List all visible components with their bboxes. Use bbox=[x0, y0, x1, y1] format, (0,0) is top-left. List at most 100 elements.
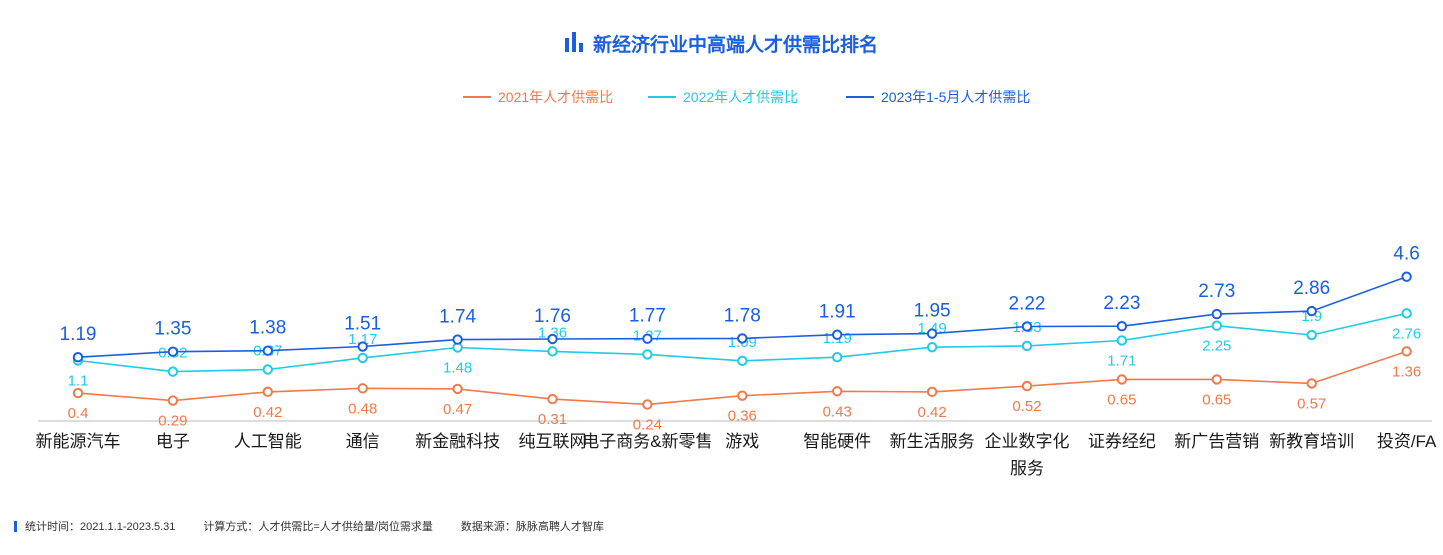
data-label: 1.74 bbox=[439, 307, 476, 328]
data-point bbox=[452, 334, 463, 345]
data-label: 0.47 bbox=[443, 401, 472, 418]
data-label: 2.25 bbox=[1202, 338, 1231, 355]
data-label: 1.36 bbox=[538, 324, 567, 341]
category-label: 新能源汽车 bbox=[36, 432, 121, 451]
data-label: 1.76 bbox=[534, 306, 571, 327]
category-label: 电子 bbox=[156, 432, 190, 451]
data-label: 1.91 bbox=[819, 302, 856, 323]
data-point bbox=[1401, 346, 1412, 357]
category-label: 纯互联网 bbox=[519, 432, 587, 451]
data-point bbox=[167, 346, 179, 357]
footer-marker bbox=[14, 520, 17, 532]
data-point bbox=[1211, 320, 1223, 331]
data-point bbox=[262, 386, 273, 398]
legend-label: 2023年1-5月人才供需比 bbox=[881, 89, 1030, 105]
data-label: 0.48 bbox=[348, 400, 377, 417]
category-label: 证券经纪 bbox=[1088, 432, 1156, 451]
category-label: 智能硬件 bbox=[803, 432, 871, 451]
data-point bbox=[642, 399, 653, 410]
data-label: 0.31 bbox=[538, 411, 567, 428]
data-label: 0.29 bbox=[158, 413, 187, 430]
category-label: 新金融科技 bbox=[415, 432, 500, 451]
legend-item: 2023年1-5月人才供需比 bbox=[846, 89, 1030, 105]
data-label: 1.78 bbox=[724, 305, 761, 326]
category-label: 电子商务&新零售 bbox=[582, 432, 712, 451]
data-label: 2.73 bbox=[1198, 281, 1235, 302]
data-label: 2.22 bbox=[1009, 293, 1046, 314]
data-point bbox=[1401, 271, 1412, 282]
chart-title: 新经济行业中高端人才供需比排名 bbox=[593, 33, 878, 56]
data-label: 2.76 bbox=[1392, 325, 1421, 342]
data-point bbox=[547, 393, 558, 405]
data-label: 1.9 bbox=[1301, 308, 1322, 325]
data-point bbox=[357, 341, 368, 352]
chart-title-group: 新经济行业中高端人才供需比排名 bbox=[565, 32, 878, 56]
data-point bbox=[737, 390, 748, 401]
data-point bbox=[262, 345, 273, 356]
legend-label: 2021年人才供需比 bbox=[498, 89, 613, 105]
data-label: 0.4 bbox=[68, 405, 89, 422]
data-label: 1.38 bbox=[249, 318, 286, 339]
legend-item: 2022年人才供需比 bbox=[648, 89, 798, 105]
data-point bbox=[832, 386, 843, 397]
data-point bbox=[642, 333, 653, 344]
data-label: 1.71 bbox=[1107, 352, 1136, 369]
data-label: 0.52 bbox=[1012, 398, 1041, 415]
category-label: 新广告营销 bbox=[1174, 432, 1259, 451]
category-label: 人工智能 bbox=[234, 432, 302, 451]
data-label: 0.42 bbox=[253, 404, 282, 421]
data-label: 1.19 bbox=[60, 324, 97, 345]
data-point bbox=[832, 329, 843, 340]
data-point bbox=[926, 328, 938, 339]
data-label: 1.51 bbox=[344, 314, 381, 335]
data-point bbox=[1306, 305, 1317, 317]
category-label: 新生活服务 bbox=[890, 432, 975, 451]
data-point bbox=[737, 333, 748, 344]
data-point bbox=[1021, 340, 1033, 352]
data-point bbox=[547, 333, 558, 345]
data-point bbox=[357, 352, 368, 364]
line-chart: 新经济行业中高端人才供需比排名 2021年人才供需比 2022年人才供需比 2023… bbox=[36, 32, 1438, 478]
data-point bbox=[1116, 335, 1128, 346]
data-point bbox=[737, 355, 748, 367]
data-point bbox=[1116, 374, 1128, 385]
footer-source: 数据来源：脉脉高聘人才智库 bbox=[460, 521, 604, 533]
data-point bbox=[1401, 308, 1412, 319]
data-point bbox=[72, 352, 84, 363]
data-label: 4.6 bbox=[1393, 244, 1419, 265]
legend: 2021年人才供需比 2022年人才供需比 2023年1-5月人才供需比 bbox=[463, 89, 1030, 105]
footer-period: 统计时间：2021.1.1-2023.5.31 bbox=[25, 521, 176, 533]
footer-method: 计算方式：人才供需比=人才供给量/岗位需求量 bbox=[203, 521, 433, 533]
data-point bbox=[1021, 380, 1033, 392]
data-label: 0.65 bbox=[1107, 391, 1136, 408]
data-point bbox=[167, 395, 179, 406]
legend-label: 2022年人才供需比 bbox=[683, 89, 798, 105]
bar-chart-icon bbox=[565, 32, 583, 52]
data-label: 1.1 bbox=[68, 372, 89, 389]
data-label: 0.43 bbox=[823, 403, 852, 420]
category-label: 游戏 bbox=[725, 432, 759, 451]
category-label: 投资/FA bbox=[1377, 432, 1437, 451]
data-point bbox=[1021, 321, 1033, 332]
data-label: 1.35 bbox=[154, 319, 191, 340]
legend-item: 2021年人才供需比 bbox=[463, 89, 613, 105]
category-label: 通信 bbox=[346, 432, 380, 451]
data-label: 1.36 bbox=[1392, 363, 1421, 380]
series: 1.19 1.35 1.38 1.51 1.74 1.76 1.77 1.78 1.91 1.95… bbox=[60, 244, 1420, 363]
data-label: 0.24 bbox=[633, 416, 662, 433]
data-label: 2.86 bbox=[1293, 278, 1330, 299]
data-label: 0.57 bbox=[1297, 395, 1326, 412]
data-label: 0.65 bbox=[1202, 391, 1231, 408]
series: 0.4 0.29 0.42 0.48 0.47 0.31 0.24 0.36 0.43 0.42 0… bbox=[68, 346, 1421, 433]
category-label: 服务 bbox=[1010, 459, 1044, 478]
data-point bbox=[262, 364, 273, 375]
data-point bbox=[926, 386, 938, 398]
data-label: 1.17 bbox=[348, 331, 377, 348]
data-point bbox=[1306, 378, 1317, 389]
data-point bbox=[1211, 374, 1223, 385]
data-label: 1.95 bbox=[914, 301, 951, 322]
data-point bbox=[547, 346, 558, 357]
data-point bbox=[1306, 329, 1317, 341]
data-label: 1.48 bbox=[443, 359, 472, 376]
